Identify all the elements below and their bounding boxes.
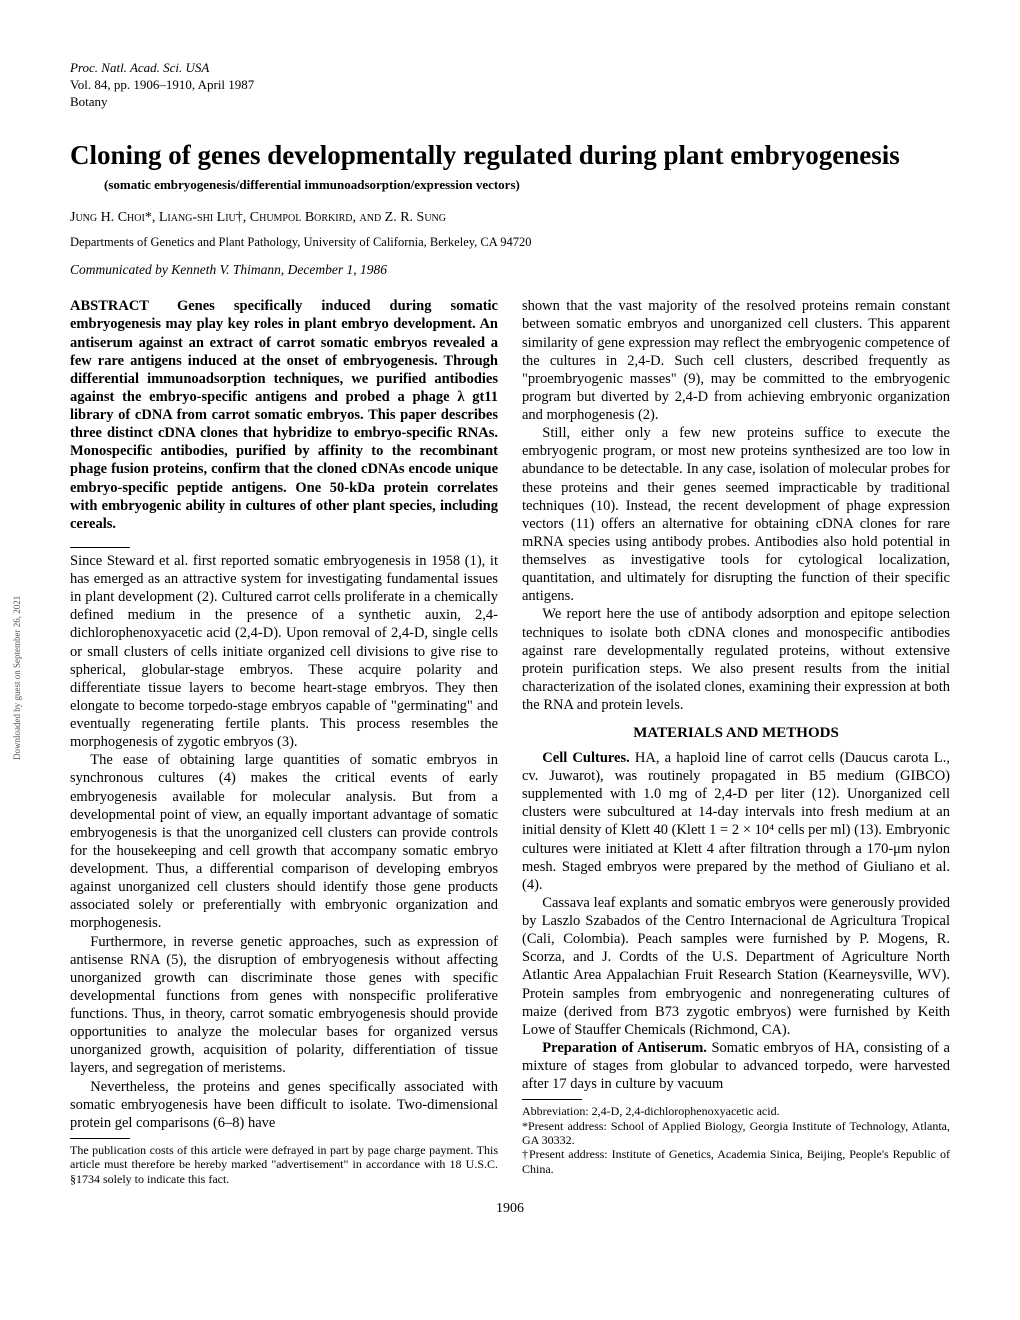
footnote-address-2: †Present address: Institute of Genetics,… [522, 1147, 950, 1176]
methods-text-1: HA, a haploid line of carrot cells (Dauc… [522, 750, 950, 893]
methods-runhead-1: Cell Cultures. [542, 750, 629, 766]
article-title: Cloning of genes developmentally regulat… [70, 139, 950, 171]
methods-para-2: Cassava leaf explants and somatic embryo… [522, 894, 950, 1039]
intro-para-3: Furthermore, in reverse genetic approach… [70, 933, 498, 1078]
footnote-rule-left [70, 1138, 130, 1139]
page-number: 1906 [70, 1200, 950, 1218]
methods-runhead-3: Preparation of Antiserum. [542, 1040, 707, 1056]
intro-para-6: Still, either only a few new proteins su… [522, 424, 950, 605]
affiliation: Departments of Genetics and Plant Pathol… [70, 235, 950, 251]
intro-para-7: We report here the use of antibody adsor… [522, 605, 950, 714]
section-name: Botany [70, 94, 950, 111]
article-subtitle: (somatic embryogenesis/differential immu… [104, 177, 950, 193]
abstract-block: ABSTRACTGenes specifically induced durin… [70, 297, 498, 533]
abstract-label: ABSTRACT [70, 298, 149, 314]
methods-para-1: Cell Cultures. HA, a haploid line of car… [522, 749, 950, 894]
body-columns: ABSTRACTGenes specifically induced durin… [70, 297, 950, 1186]
footnote-address-1: *Present address: School of Applied Biol… [522, 1119, 950, 1148]
communicated-by: Communicated by Kenneth V. Thimann, Dece… [70, 262, 950, 279]
separator-rule [70, 547, 130, 548]
intro-para-1: Since Steward et al. first reported soma… [70, 552, 498, 751]
journal-header: Proc. Natl. Acad. Sci. USA Vol. 84, pp. … [70, 60, 950, 111]
methods-para-3: Preparation of Antiserum. Somatic embryo… [522, 1039, 950, 1093]
abstract-text: Genes specifically induced during somati… [70, 298, 498, 532]
intro-para-2: The ease of obtaining large quantities o… [70, 751, 498, 932]
footnote-abbrev: Abbreviation: 2,4-D, 2,4-dichlorophenoxy… [522, 1104, 950, 1118]
intro-para-5: shown that the vast majority of the reso… [522, 297, 950, 424]
intro-para-4: Nevertheless, the proteins and genes spe… [70, 1078, 498, 1132]
authors-line: Jung H. Choi*, Liang-shi Liu†, Chumpol B… [70, 209, 950, 227]
volume-info: Vol. 84, pp. 1906–1910, April 1987 [70, 77, 950, 94]
journal-name: Proc. Natl. Acad. Sci. USA [70, 60, 950, 77]
download-watermark: Downloaded by guest on September 26, 202… [12, 596, 23, 760]
methods-heading: MATERIALS AND METHODS [522, 724, 950, 743]
footnote-rule-right [522, 1099, 582, 1100]
footnote-left: The publication costs of this article we… [70, 1143, 498, 1186]
